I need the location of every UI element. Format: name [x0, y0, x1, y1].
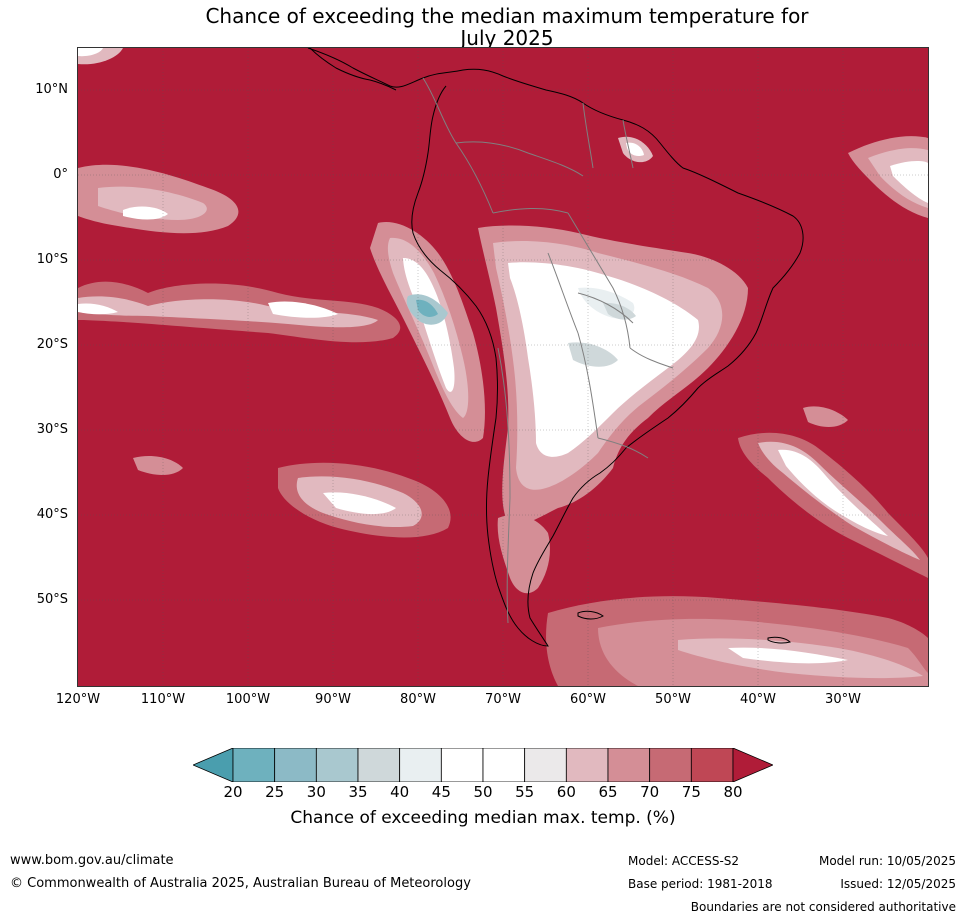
lat-label-0: 0°: [53, 167, 68, 182]
footer-boundaries-note: Boundaries are not considered authoritat…: [690, 900, 956, 914]
colorbar-extend-high: [732, 748, 773, 782]
colorbar-cell: [315, 748, 359, 782]
colorbar-tick-label: 65: [598, 783, 618, 801]
colorbar-cell: [482, 748, 526, 782]
footer-base-period: Base period: 1981-2018: [628, 877, 773, 891]
map-title-line1: Chance of exceeding the median maximum t…: [205, 4, 809, 28]
footer-copyright: © Commonwealth of Australia 2025, Austra…: [10, 876, 471, 891]
lon-label-60w: 60°W: [570, 692, 606, 707]
colorbar-tick-label: 55: [515, 783, 535, 801]
colorbar-cell: [232, 748, 276, 782]
footer-model-run: Model run: 10/05/2025: [818, 854, 956, 868]
colorbar-tick-label: 40: [390, 783, 410, 801]
map-title-line2: July 2025: [460, 26, 554, 50]
lat-label-10s: 10°S: [36, 252, 68, 267]
lat-label-30s: 30°S: [36, 422, 68, 437]
colorbar: [193, 748, 773, 782]
colorbar-tick-label: 30: [306, 783, 326, 801]
lon-label-100w: 100°W: [225, 692, 271, 707]
footer-model: Model: ACCESS-S2: [628, 854, 740, 868]
lon-label-50w: 50°W: [655, 692, 691, 707]
colorbar-tick-label: 35: [348, 783, 368, 801]
colorbar-label: Chance of exceeding median max. temp. (%…: [290, 808, 676, 828]
colorbar-tick-label: 50: [473, 783, 493, 801]
lon-label-120w: 120°W: [55, 692, 101, 707]
central-america-coastline: [309, 48, 397, 91]
lat-label-40s: 40°S: [36, 507, 68, 522]
colorbar-extend-low: [193, 748, 234, 782]
lon-label-80w: 80°W: [400, 692, 436, 707]
colorbar-tick-label: 60: [556, 783, 576, 801]
colorbar-cell: [524, 748, 567, 782]
colorbar-cell: [357, 748, 401, 782]
colorbar-cell: [690, 748, 734, 782]
colorbar-cell: [565, 748, 609, 782]
lon-label-30w: 30°W: [825, 692, 861, 707]
map-svg: [78, 48, 928, 686]
footer-issued: Issued: 12/05/2025: [840, 877, 956, 891]
colorbar-tick-label: 20: [223, 783, 243, 801]
graticule: [78, 48, 928, 686]
colorbar-tick-label: 80: [723, 783, 743, 801]
probability-contours: [78, 48, 928, 686]
lat-label-10n: 10°N: [35, 82, 68, 97]
map-title: Chance of exceeding the median maximum t…: [0, 5, 965, 49]
falkland-islands: [577, 610, 604, 620]
footer-url[interactable]: www.bom.gov.au/climate: [10, 853, 174, 868]
colorbar-cell: [607, 748, 651, 782]
south-georgia-island: [767, 636, 791, 644]
colorbar-cell: [440, 748, 484, 782]
lat-label-20s: 20°S: [36, 337, 68, 352]
colorbar-tick-label: 45: [431, 783, 451, 801]
forecast-map[interactable]: [77, 47, 929, 687]
colorbar-cell: [399, 748, 442, 782]
lon-label-90w: 90°W: [315, 692, 351, 707]
colorbar-cell: [274, 748, 317, 782]
colorbar-cell: [649, 748, 692, 782]
lat-label-50s: 50°S: [36, 592, 68, 607]
country-borders: [422, 77, 674, 624]
colorbar-tick-label: 70: [640, 783, 660, 801]
lon-label-40w: 40°W: [740, 692, 776, 707]
colorbar-tick-label: 75: [681, 783, 701, 801]
lon-label-70w: 70°W: [485, 692, 521, 707]
south-america-coastline: [307, 48, 804, 647]
colorbar-tick-label: 25: [265, 783, 285, 801]
lon-label-110w: 110°W: [140, 692, 186, 707]
